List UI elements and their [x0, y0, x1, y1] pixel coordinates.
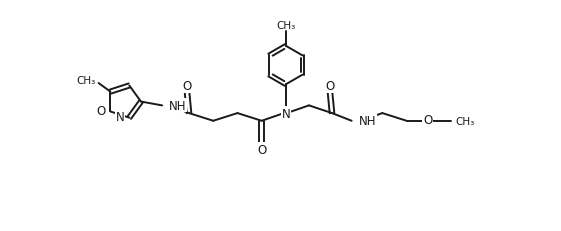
Text: CH₃: CH₃ [456, 116, 475, 126]
Text: O: O [257, 143, 266, 156]
Text: O: O [423, 114, 433, 127]
Text: O: O [96, 105, 105, 118]
Text: N: N [282, 107, 290, 120]
Text: N: N [116, 111, 125, 124]
Text: NH: NH [169, 100, 186, 112]
Text: CH₃: CH₃ [76, 76, 95, 85]
Text: NH: NH [359, 115, 377, 128]
Text: CH₃: CH₃ [276, 21, 296, 30]
Text: O: O [325, 80, 335, 93]
Text: O: O [182, 80, 192, 93]
